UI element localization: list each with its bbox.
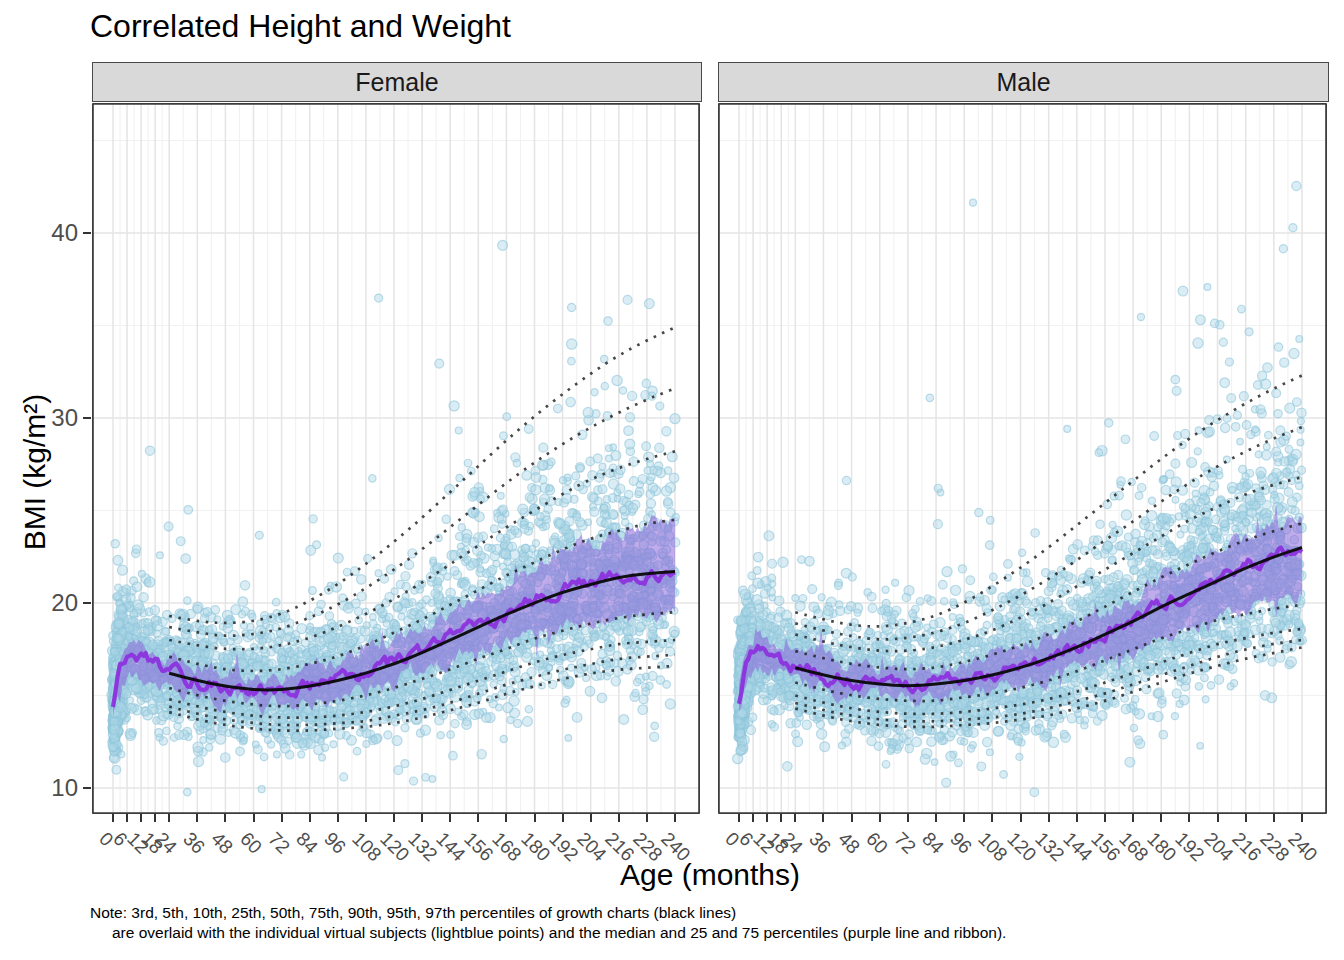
x-tick-mark xyxy=(646,814,648,822)
x-tick-mark xyxy=(1273,814,1275,822)
facet-label-female: Female xyxy=(355,68,438,97)
x-tick-label: 96 xyxy=(946,828,977,859)
x-tick-mark xyxy=(1245,814,1247,822)
facet-label-male: Male xyxy=(996,68,1050,97)
y-tick-mark xyxy=(83,417,91,419)
x-tick-label: 36 xyxy=(179,828,210,859)
x-tick-mark xyxy=(752,814,754,822)
x-tick-mark xyxy=(879,814,881,822)
x-tick-mark xyxy=(224,814,226,822)
y-tick-label: 30 xyxy=(32,403,78,433)
x-tick-label: 72 xyxy=(889,828,920,859)
x-tick-mark xyxy=(365,814,367,822)
x-tick-mark xyxy=(935,814,937,822)
y-tick-label: 10 xyxy=(32,773,78,803)
x-tick-mark xyxy=(1188,814,1190,822)
x-tick-mark xyxy=(618,814,620,822)
x-tick-mark xyxy=(337,814,339,822)
x-tick-mark xyxy=(794,814,796,822)
x-tick-mark xyxy=(780,814,782,822)
y-tick-mark xyxy=(83,232,91,234)
x-tick-mark xyxy=(1160,814,1162,822)
x-tick-label: 84 xyxy=(291,828,322,859)
y-tick-mark xyxy=(83,602,91,604)
x-tick-mark xyxy=(907,814,909,822)
x-tick-mark xyxy=(738,814,740,822)
plot-panel-female xyxy=(92,103,700,814)
y-tick-mark xyxy=(83,787,91,789)
x-tick-mark xyxy=(1104,814,1106,822)
x-tick-mark xyxy=(674,814,676,822)
x-tick-label: 60 xyxy=(235,828,266,859)
x-tick-mark xyxy=(126,814,128,822)
x-tick-mark xyxy=(309,814,311,822)
x-tick-mark xyxy=(196,814,198,822)
x-tick-label: 48 xyxy=(833,828,864,859)
x-tick-label: 48 xyxy=(207,828,238,859)
x-tick-label: 84 xyxy=(917,828,948,859)
x-tick-mark xyxy=(112,814,114,822)
x-tick-mark xyxy=(168,814,170,822)
x-tick-mark xyxy=(963,814,965,822)
x-tick-mark xyxy=(1301,814,1303,822)
x-tick-label: 36 xyxy=(805,828,836,859)
x-tick-mark xyxy=(154,814,156,822)
page-title: Correlated Height and Weight xyxy=(90,8,511,45)
x-tick-mark xyxy=(140,814,142,822)
x-tick-mark xyxy=(590,814,592,822)
x-tick-mark xyxy=(1048,814,1050,822)
x-tick-label: 240 xyxy=(1283,828,1321,866)
plot-panel-male xyxy=(718,103,1327,814)
x-tick-mark xyxy=(1217,814,1219,822)
y-tick-label: 40 xyxy=(32,218,78,248)
facet-strip-female: Female xyxy=(92,62,702,102)
facet-strip-male: Male xyxy=(718,62,1329,102)
x-tick-mark xyxy=(449,814,451,822)
x-tick-mark xyxy=(421,814,423,822)
x-tick-mark xyxy=(534,814,536,822)
x-tick-label: 60 xyxy=(861,828,892,859)
note-line-1: Note: 3rd, 5th, 10th, 25th, 50th, 75th, … xyxy=(90,903,736,923)
x-tick-mark xyxy=(253,814,255,822)
x-tick-mark xyxy=(393,814,395,822)
x-tick-mark xyxy=(991,814,993,822)
x-tick-mark xyxy=(851,814,853,822)
note-line-2: are overlaid with the individual virtual… xyxy=(112,923,1006,943)
x-tick-mark xyxy=(766,814,768,822)
x-tick-mark xyxy=(1020,814,1022,822)
growth-chart-figure: { "title": "Correlated Height and Weight… xyxy=(0,0,1344,960)
x-tick-mark xyxy=(1132,814,1134,822)
x-tick-label: 96 xyxy=(319,828,350,859)
x-tick-mark xyxy=(1076,814,1078,822)
x-tick-mark xyxy=(281,814,283,822)
x-tick-label: 72 xyxy=(263,828,294,859)
x-tick-mark xyxy=(505,814,507,822)
y-tick-label: 20 xyxy=(32,588,78,618)
x-tick-mark xyxy=(477,814,479,822)
x-tick-mark xyxy=(562,814,564,822)
x-tick-mark xyxy=(822,814,824,822)
